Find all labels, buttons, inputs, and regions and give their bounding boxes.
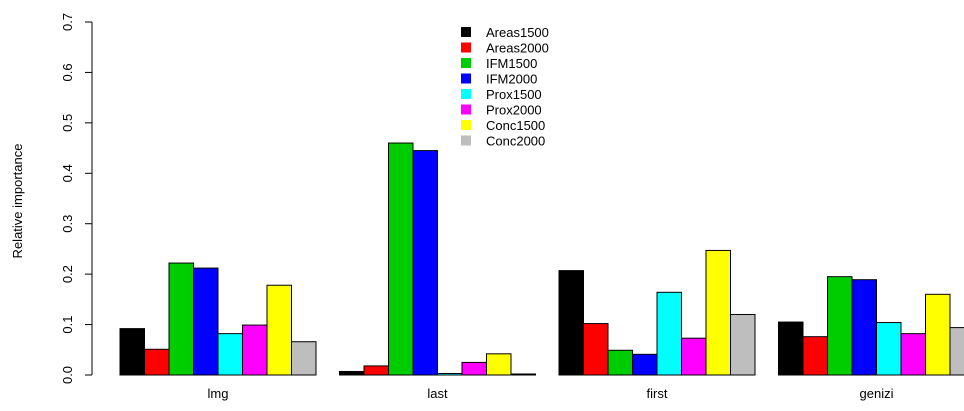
bar-groups — [119, 142, 964, 376]
legend-label: Conc2000 — [486, 134, 545, 149]
bar-IFM2000-last — [412, 150, 438, 376]
bar-Areas1500-lmg — [119, 328, 145, 376]
bar-Conc2000-last — [510, 373, 536, 376]
legend-swatch — [461, 135, 471, 146]
y-tick-label: 0.6 — [60, 63, 75, 81]
bar-Areas2000-last — [363, 365, 389, 376]
bar-Areas2000-lmg — [144, 348, 170, 376]
bar-group-last — [339, 142, 536, 376]
legend-swatch — [461, 120, 471, 130]
y-tick-label: 0.5 — [60, 114, 75, 132]
bar-group-first — [558, 249, 756, 376]
bar-Prox2000-lmg — [242, 324, 268, 376]
bar-IFM2000-genizi — [851, 279, 877, 376]
legend-label: Conc1500 — [486, 118, 545, 133]
y-tick-label: 0.4 — [60, 164, 75, 182]
bar-IFM1500-lmg — [168, 262, 194, 376]
y-tick-label: 0.1 — [60, 316, 75, 334]
bar-Areas1500-first — [558, 270, 584, 376]
bar-IFM2000-first — [632, 353, 658, 376]
y-axis-label: Relative importance — [10, 144, 25, 259]
bar-IFM1500-first — [607, 349, 633, 376]
legend-item: Conc1500 — [461, 118, 545, 133]
legend-label: Prox2000 — [486, 103, 542, 118]
legend-item: Prox2000 — [461, 103, 542, 118]
legend-item: Areas1500 — [461, 25, 549, 40]
legend-item: IFM2000 — [461, 72, 537, 87]
legend-label: IFM2000 — [486, 72, 537, 87]
legend-item: Conc2000 — [461, 134, 545, 149]
bar-group-lmg — [119, 262, 317, 376]
bar-Prox1500-genizi — [876, 322, 902, 376]
bar-Conc1500-genizi — [925, 293, 951, 376]
bar-IFM1500-last — [388, 142, 414, 376]
bar-Conc2000-lmg — [291, 341, 317, 376]
legend-swatch — [461, 73, 471, 84]
bar-Conc2000-genizi — [949, 327, 964, 376]
bar-Areas2000-genizi — [802, 336, 828, 376]
bar-Prox1500-last — [437, 372, 463, 376]
legend-swatch — [461, 89, 471, 99]
x-category-label: lmg — [208, 386, 229, 401]
legend-item: Areas2000 — [461, 41, 549, 56]
bar-Conc1500-last — [486, 353, 512, 376]
legend-swatch — [461, 58, 471, 68]
bar-Prox2000-last — [461, 361, 487, 376]
bar-Conc1500-first — [705, 249, 731, 376]
y-tick-label: 0.2 — [60, 265, 75, 283]
y-tick-label: 0.7 — [60, 13, 75, 31]
legend-item: Prox1500 — [461, 87, 542, 102]
bar-Areas2000-first — [583, 323, 609, 376]
bar-group-genizi — [778, 276, 964, 376]
legend-swatch — [461, 42, 471, 53]
legend: Areas1500Areas2000IFM1500IFM2000Prox1500… — [461, 25, 549, 149]
legend-label: Areas1500 — [486, 25, 549, 40]
bar-Prox1500-lmg — [217, 333, 243, 376]
x-category-label: first — [647, 386, 668, 401]
bar-IFM2000-lmg — [193, 267, 219, 376]
bar-Areas1500-genizi — [778, 321, 804, 376]
bar-Prox1500-first — [656, 291, 682, 376]
bar-Areas1500-last — [339, 370, 365, 376]
y-tick-label: 0.0 — [60, 366, 75, 384]
legend-label: Areas2000 — [486, 41, 549, 56]
legend-label: IFM1500 — [486, 56, 537, 71]
x-axis-category-labels: lmg last first genizi — [208, 386, 894, 401]
bar-Prox2000-genizi — [900, 333, 926, 376]
x-category-label: last — [427, 386, 448, 401]
legend-item: IFM1500 — [461, 56, 537, 71]
bar-Prox2000-first — [681, 337, 707, 376]
bar-Conc1500-lmg — [266, 284, 292, 376]
y-tick-label: 0.3 — [60, 215, 75, 233]
y-axis: 0.0 0.1 0.2 0.3 0.4 0.5 0.6 0.7 — [60, 13, 93, 384]
legend-swatch — [461, 27, 471, 37]
legend-label: Prox1500 — [486, 87, 542, 102]
legend-swatch — [461, 104, 471, 115]
bar-Conc2000-first — [730, 313, 756, 376]
x-category-label: genizi — [860, 386, 894, 401]
bar-IFM1500-genizi — [827, 276, 853, 376]
